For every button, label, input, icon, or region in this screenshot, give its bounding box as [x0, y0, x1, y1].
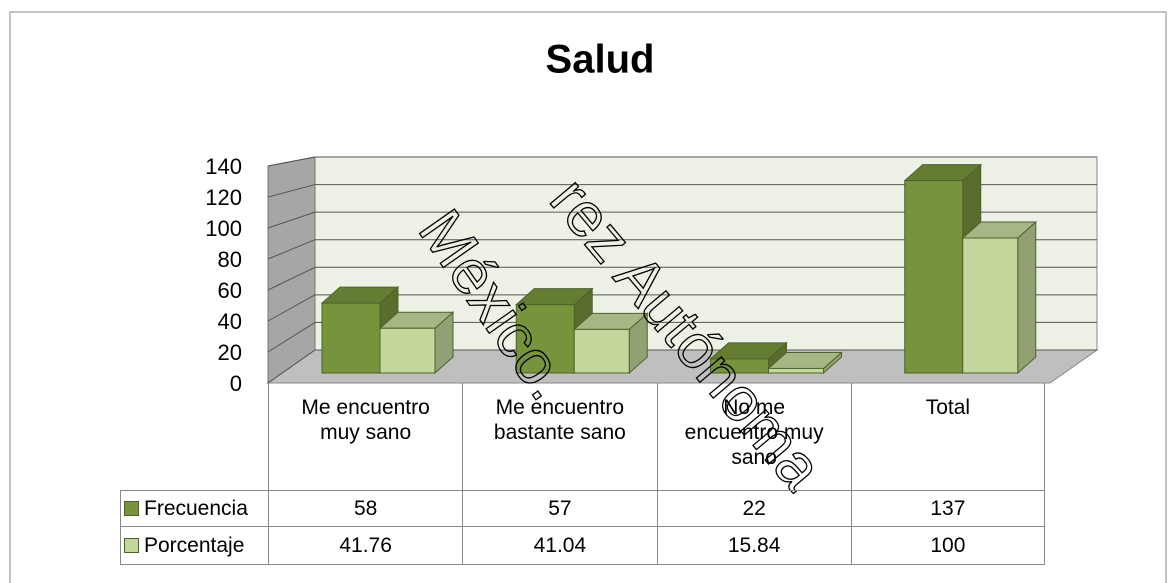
y-tick-label: 0: [230, 371, 242, 396]
side-grid-line: [267, 322, 316, 353]
bar: [572, 312, 649, 375]
bar-side: [1017, 220, 1037, 375]
cell-text: Me encuentro muy sano: [301, 396, 430, 444]
y-tick-label: 40: [218, 309, 242, 334]
category-label: Total: [850, 383, 1045, 490]
cell-text: 15.84: [727, 534, 781, 557]
cell-text: Total: [925, 396, 971, 419]
table-value: 22: [656, 490, 851, 527]
legend-label: Porcentaje: [144, 534, 245, 557]
category-label: Me encuentro muy sano: [268, 383, 462, 490]
table-value: 41.76: [268, 527, 463, 565]
cell-text: Me encuentro bastante sano: [493, 396, 626, 444]
chart-title: Salud: [546, 38, 655, 82]
table-value: 100: [850, 527, 1045, 565]
bar: [961, 220, 1038, 375]
y-tick-label: 20: [218, 340, 242, 365]
table-value: 137: [850, 490, 1045, 527]
bar: [378, 311, 455, 375]
side-grid-line: [267, 294, 316, 322]
bar-front: [321, 302, 381, 374]
side-grid-line: [267, 239, 316, 260]
table-value: 15.84: [656, 527, 851, 565]
cell-text: 22: [742, 497, 766, 520]
legend-swatch: [124, 501, 139, 516]
bar-front: [710, 358, 769, 374]
bar-front: [515, 304, 575, 374]
bar-front: [904, 180, 964, 374]
table-value: 41.04: [462, 527, 657, 565]
legend-label: Frecuencia: [144, 497, 248, 520]
table-value: 57: [462, 490, 657, 527]
y-tick-label: 140: [205, 154, 242, 179]
side-grid-line: [267, 184, 316, 198]
y-tick-label: 100: [205, 216, 242, 241]
side-grid-line: [267, 349, 316, 384]
side-grid-line: [267, 156, 316, 167]
chart-border: [9, 11, 1167, 583]
bar-front: [573, 328, 630, 374]
cell-text: 58: [353, 497, 378, 520]
bar-front: [962, 237, 1019, 374]
cell-text: 100: [930, 534, 966, 557]
legend-entry: Frecuencia: [120, 490, 268, 527]
cell-text: No me encuentro muy sano: [684, 396, 824, 469]
side-grid-line: [267, 211, 316, 229]
table-value: 58: [268, 490, 463, 527]
y-tick-label: 120: [205, 185, 242, 210]
category-label: No me encuentro muy sano: [656, 383, 851, 490]
cell-text: 137: [930, 497, 966, 520]
bar: [709, 341, 788, 375]
bar-front: [379, 327, 436, 374]
cell-text: 57: [548, 497, 572, 520]
bar-front: [768, 367, 824, 374]
side-grid-line: [267, 266, 316, 291]
cell-text: 41.76: [339, 534, 392, 557]
category-label: Me encuentro bastante sano: [462, 383, 656, 490]
cell-text: 41.04: [533, 534, 587, 557]
legend-swatch: [124, 538, 139, 553]
legend-entry: Porcentaje: [120, 527, 268, 565]
y-tick-label: 60: [218, 278, 242, 303]
bar: [767, 351, 843, 375]
y-tick-label: 80: [218, 247, 242, 272]
